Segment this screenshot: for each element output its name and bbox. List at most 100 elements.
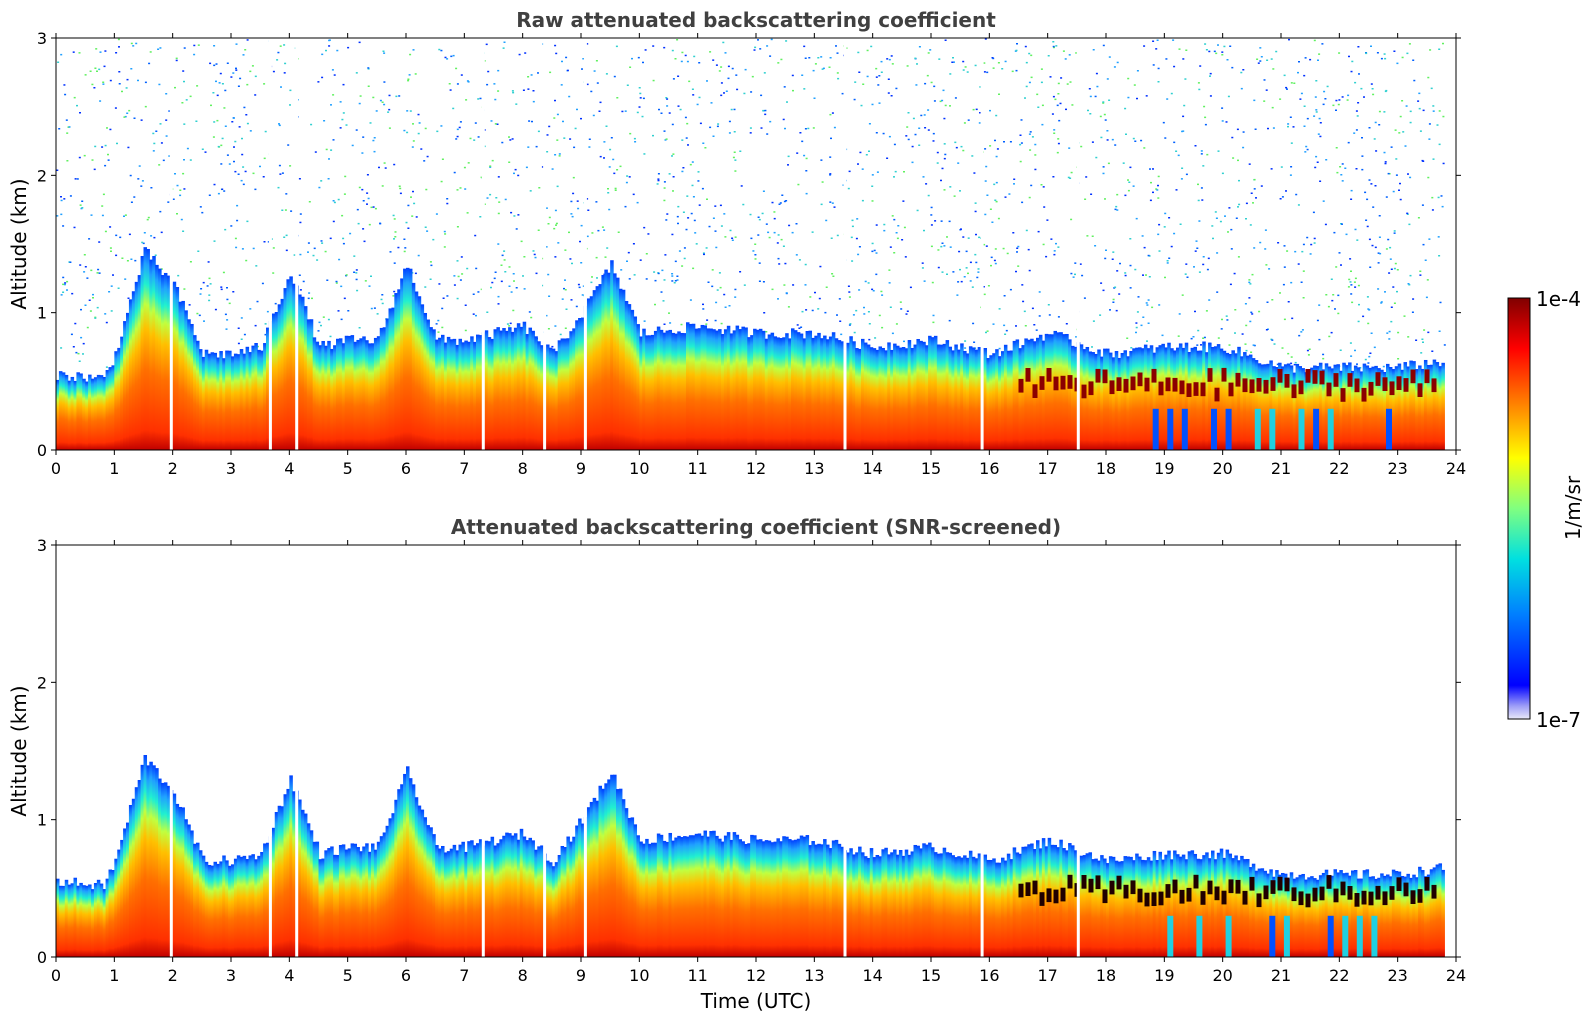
noise-speckle [763, 72, 766, 74]
noise-speckle [974, 64, 977, 67]
noise-speckle [953, 195, 956, 197]
noise-speckle [1178, 313, 1181, 315]
elevated-layer [1165, 884, 1171, 898]
plume-column [1073, 346, 1078, 450]
noise-speckle [792, 284, 795, 286]
noise-speckle [254, 94, 257, 96]
noise-speckle [1145, 302, 1148, 304]
plume-column [802, 836, 807, 957]
noise-speckle [836, 52, 839, 54]
noise-speckle [1250, 311, 1253, 314]
noise-speckle [1152, 40, 1155, 42]
plume-column [201, 356, 206, 450]
noise-speckle [336, 49, 339, 52]
plume-column [289, 775, 293, 957]
noise-speckle [361, 188, 364, 191]
noise-speckle [1365, 52, 1368, 55]
noise-speckle [941, 99, 944, 102]
plume-column [277, 805, 282, 957]
noise-speckle [1047, 55, 1050, 57]
plume-column [443, 852, 448, 957]
noise-speckle [440, 49, 443, 52]
plume-column [146, 248, 150, 450]
noise-speckle [520, 240, 523, 243]
plume-column [1053, 330, 1058, 450]
noise-speckle [226, 319, 229, 321]
noise-speckle [1099, 314, 1102, 316]
plume-column [344, 849, 349, 957]
plume-column [805, 331, 810, 450]
noise-speckle [1164, 137, 1167, 139]
plume-column [461, 342, 465, 450]
plume-column [336, 338, 340, 450]
noise-speckle [503, 41, 506, 43]
noise-speckle [554, 209, 557, 212]
noise-speckle [923, 229, 925, 232]
noise-speckle [347, 310, 350, 312]
plume-column [1149, 860, 1154, 957]
noise-speckle [853, 331, 856, 334]
noise-speckle [778, 263, 781, 265]
noise-speckle [1351, 60, 1354, 63]
noise-speckle [224, 313, 227, 316]
noise-speckle [994, 248, 997, 250]
plume-column [893, 849, 897, 957]
plume-column [1082, 855, 1087, 957]
plume-column [1193, 346, 1198, 450]
plume-column [508, 833, 512, 957]
noise-speckle [922, 176, 925, 178]
noise-speckle [437, 319, 440, 322]
noise-speckle [711, 269, 714, 271]
noise-speckle [571, 215, 574, 218]
noise-speckle [1350, 70, 1353, 73]
plume-column [204, 349, 209, 450]
noise-speckle [1331, 299, 1334, 302]
noise-speckle [459, 187, 462, 189]
noise-speckle [84, 266, 87, 268]
noise-speckle [715, 301, 718, 304]
noise-speckle [159, 123, 162, 125]
plume-column [729, 333, 734, 450]
noise-speckle [684, 54, 687, 57]
noise-speckle [545, 314, 548, 317]
noise-speckle [1270, 338, 1273, 341]
noise-speckle [1137, 296, 1140, 298]
plume-column [1219, 348, 1224, 450]
noise-speckle [1393, 230, 1396, 232]
plume-column [1418, 365, 1422, 450]
plume-column [659, 834, 664, 957]
plume-column [817, 843, 821, 957]
noise-speckle [1255, 197, 1257, 199]
noise-speckle [176, 184, 179, 187]
noise-speckle [949, 186, 952, 188]
plume-column [309, 319, 314, 450]
plume-column [916, 845, 920, 957]
plume-column [1298, 874, 1303, 957]
noise-speckle [1370, 183, 1373, 185]
plume-column [96, 374, 101, 450]
plume-column [610, 260, 614, 450]
plume-column [1103, 348, 1107, 450]
plume-column [887, 854, 891, 957]
noise-speckle [117, 38, 120, 41]
low-signal-column [1327, 408, 1334, 450]
plume-column [613, 273, 617, 450]
plume-column [901, 855, 906, 957]
x-tick-label: 16 [979, 459, 999, 478]
noise-speckle [374, 207, 377, 210]
plume-column [1409, 877, 1413, 957]
noise-speckle [165, 93, 168, 95]
noise-speckle [565, 308, 568, 310]
noise-speckle [979, 86, 982, 88]
noise-speckle [893, 143, 896, 146]
plume-column [566, 338, 570, 450]
noise-speckle [81, 200, 84, 202]
plume-column [858, 846, 862, 957]
plume-column [723, 329, 728, 450]
noise-speckle [963, 122, 966, 124]
noise-speckle [1004, 60, 1007, 63]
plume-column [872, 348, 877, 450]
noise-speckle [278, 123, 280, 125]
noise-speckle [1215, 217, 1218, 219]
noise-speckle [435, 323, 438, 325]
